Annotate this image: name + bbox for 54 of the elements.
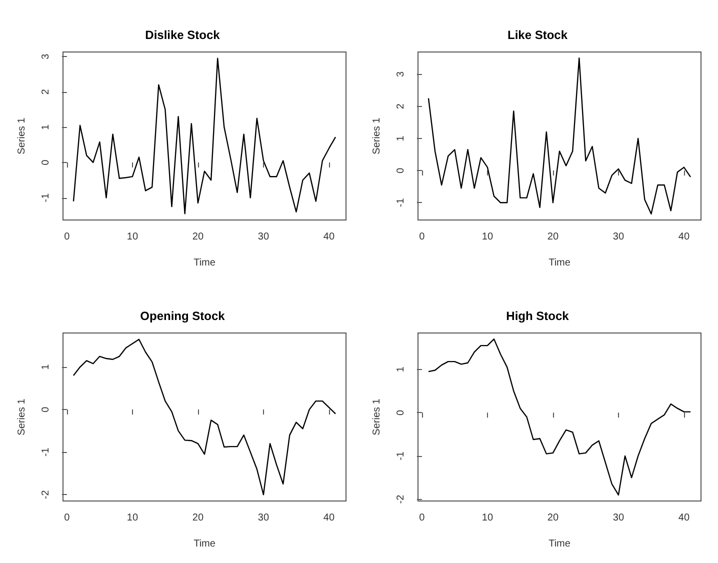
y-tick-label: -2	[40, 490, 52, 500]
y-tick-label: 2	[396, 103, 406, 110]
x-tick-label: 30	[258, 512, 270, 524]
y-tick-label: 0	[396, 409, 406, 416]
x-axis-title: Time	[548, 538, 571, 550]
y-axis-title: Series 1	[372, 117, 382, 154]
x-tick-label: 10	[126, 512, 138, 524]
y-axis-title: Series 1	[16, 398, 28, 436]
y-tick-label: -1	[40, 192, 52, 202]
x-tick-label: 30	[258, 232, 270, 242]
x-tick-label: 20	[192, 512, 204, 524]
y-tick-label: 1	[40, 364, 52, 370]
chart-title: High Stock	[506, 309, 570, 323]
y-tick-label: 1	[396, 135, 406, 142]
y-tick-label: 1	[40, 124, 52, 130]
line-series	[428, 58, 692, 214]
y-tick-label: 0	[396, 167, 406, 174]
y-tick-label: 2	[40, 88, 52, 95]
x-tick-label: 40	[323, 232, 335, 242]
y-axis-title: Series 1	[372, 398, 382, 436]
x-tick-label: 0	[419, 232, 426, 242]
x-tick-label: 20	[547, 512, 559, 524]
y-tick-label: -1	[396, 198, 406, 208]
y-tick-label: 3	[396, 70, 406, 77]
x-tick-label: 10	[482, 232, 494, 242]
x-axis-title: Time	[548, 258, 571, 268]
x-axis-title: Time	[194, 258, 216, 268]
chart-title: Opening Stock	[140, 309, 226, 323]
x-tick-label: 40	[678, 512, 690, 524]
x-tick-label: 0	[419, 512, 426, 524]
x-tick-label: 20	[547, 232, 559, 242]
chart-title: Dislike Stock	[145, 28, 220, 42]
x-tick-label: 40	[323, 512, 335, 524]
line-series	[72, 338, 336, 496]
y-tick-label: 0	[40, 159, 52, 166]
x-tick-label: 0	[64, 512, 70, 524]
y-tick-label: 1	[396, 366, 406, 372]
y-tick-label: -1	[40, 447, 52, 457]
y-axis-title: Series 1	[16, 117, 28, 154]
x-tick-label: 30	[612, 232, 624, 242]
y-tick-label: -1	[396, 451, 406, 460]
y-tick-label: 3	[40, 53, 52, 60]
line-series	[428, 338, 692, 496]
y-tick-label: -2	[396, 494, 406, 504]
x-tick-label: 10	[126, 232, 138, 242]
x-tick-label: 10	[482, 512, 494, 524]
line-series	[72, 58, 336, 214]
x-tick-label: 40	[678, 232, 690, 242]
x-tick-label: 0	[64, 232, 70, 242]
y-tick-label: 0	[40, 406, 52, 412]
chart-title: Like Stock	[507, 28, 568, 42]
x-tick-label: 30	[612, 512, 624, 524]
x-axis-title: Time	[194, 538, 216, 550]
x-tick-label: 20	[192, 232, 204, 242]
